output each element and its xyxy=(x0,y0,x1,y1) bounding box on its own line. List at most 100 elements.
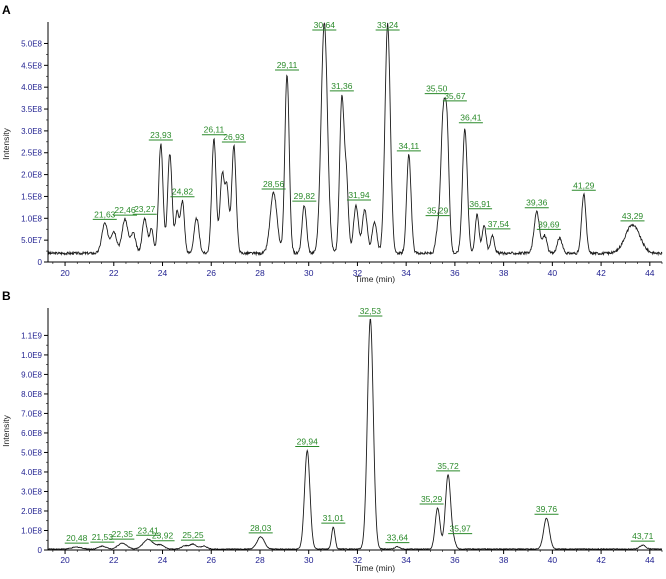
panel-b-peak-label: 39,76 xyxy=(536,504,558,514)
panel-b-ytick-label: 8.0E8 xyxy=(21,390,42,399)
panel-b-peak-label: 35,72 xyxy=(437,461,459,471)
panel-b-peak-label: 20,48 xyxy=(66,533,88,543)
panel-b-xtick-label: 38 xyxy=(499,555,509,565)
panel-b-ytick-label: 4.0E8 xyxy=(21,468,42,477)
panel-a-peak-label: 24,82 xyxy=(172,187,194,197)
panel-b-peak-label: 21,53 xyxy=(92,532,114,542)
panel-b-ytick-label: 3.0E8 xyxy=(21,487,42,496)
panel-a-peak-label: 23,93 xyxy=(150,130,172,140)
panel-b-ytick-label: 1.0E8 xyxy=(21,526,42,535)
panel-a: A 0 5.0E7 1.0E8 1.5E8 2.0E8 2.5E8 3.0E8 3.5E8 4.0… xyxy=(1,3,663,284)
panel-a-peak-label: 39,36 xyxy=(526,198,548,208)
panel-b-peak-label: 33,64 xyxy=(387,533,409,543)
panel-a-peak-label: 39,69 xyxy=(538,219,560,229)
panel-a-peak-label: 34,11 xyxy=(399,141,420,151)
panel-a-peak-label: 21,63 xyxy=(94,209,116,219)
panel-a-xtick-label: 38 xyxy=(499,268,509,278)
panel-b-ytick-label: 2.0E8 xyxy=(21,507,42,516)
panel-a-ytick-label: 2.0E8 xyxy=(21,171,42,180)
panel-a-ytick-label: 1.5E8 xyxy=(21,192,42,201)
panel-a-xtick-label: 34 xyxy=(401,268,411,278)
panel-b-xtick-label: 26 xyxy=(207,555,217,565)
panel-b: B 0 1.0E8 2.0E8 3.0E8 4.0E8 5.0E8 6.0E8 7.0E8 8.0… xyxy=(1,289,663,573)
panel-b-peak-label: 43,71 xyxy=(632,531,654,541)
panel-b-xtick-label: 24 xyxy=(158,555,168,565)
panel-a-peak-label: 26,93 xyxy=(223,132,245,142)
panel-a-xtick-label: 36 xyxy=(450,268,460,278)
panel-a-ytick-label: 3.5E8 xyxy=(21,105,42,114)
panel-b-peak-label: 32,53 xyxy=(360,306,382,316)
panel-b-ytick-label: 5.0E8 xyxy=(21,448,42,457)
panel-a-peak-label: 28,56 xyxy=(263,179,285,189)
panel-b-peak-label: 23,41 xyxy=(137,525,159,535)
panel-a-xtick-label: 26 xyxy=(207,268,217,278)
panel-b-xtick-label: 44 xyxy=(645,555,655,565)
panel-b-peak-label: 31,01 xyxy=(323,513,345,523)
panel-a-ytick-label: 0 xyxy=(38,258,43,267)
panel-b-peak-label: 22,35 xyxy=(112,529,134,539)
panel-a-peak-label: 31,94 xyxy=(348,190,370,200)
panel-a-peak-label: 33,24 xyxy=(377,20,399,30)
panel-a-ytick-label: 5.0E7 xyxy=(21,236,42,245)
panel-a-peak-label: 35,50 xyxy=(426,84,448,94)
panel-a-xtick-label: 40 xyxy=(548,268,558,278)
panel-a-peak-label: 35,67 xyxy=(444,91,466,101)
panel-b-ytick-label: 6.0E8 xyxy=(21,429,42,438)
panel-a-peak-label: 31,36 xyxy=(331,81,353,91)
panel-b-xtick-label: 32 xyxy=(353,555,363,565)
panel-b-y-axis-title: Intensity xyxy=(1,414,11,446)
panel-b-peak-label: 29,94 xyxy=(297,437,319,447)
panel-a-peak-label: 30,64 xyxy=(314,20,336,30)
panel-a-peak-label: 41,29 xyxy=(573,180,595,190)
panel-b-xtick-label: 40 xyxy=(548,555,558,565)
panel-b-ytick-label: 0 xyxy=(38,546,43,555)
panel-a-ytick-label: 3.0E8 xyxy=(21,127,42,136)
panel-b-xtick-label: 34 xyxy=(401,555,411,565)
panel-a-ytick-label: 2.5E8 xyxy=(21,149,42,158)
panel-a-ytick-label: 5.0E8 xyxy=(21,39,42,48)
panel-a-xtick-label: 22 xyxy=(109,268,119,278)
panel-b-peak-label: 25,25 xyxy=(182,530,204,540)
panel-b-trace xyxy=(47,318,663,551)
panel-b-xtick-label: 36 xyxy=(450,555,460,565)
panel-a-trace xyxy=(47,22,663,257)
panel-b-x-axis-title: Time (min) xyxy=(355,563,395,573)
panel-a-peak-label: 22,46 xyxy=(114,205,136,215)
panel-b-ytick-label: 7.0E8 xyxy=(21,409,42,418)
panel-a-x-axis-title: Time (min) xyxy=(355,274,395,284)
panel-a-xtick-label: 30 xyxy=(304,268,314,278)
panel-a-peak-label: 29,82 xyxy=(294,191,316,201)
panel-a-peak-label: 37,54 xyxy=(488,219,510,229)
panel-b-peak-label: 35,29 xyxy=(421,494,443,504)
panel-a-xtick-label: 44 xyxy=(645,268,655,278)
panel-a-peak-label: 43,29 xyxy=(622,211,644,221)
panel-a-ytick-label: 4.5E8 xyxy=(21,61,42,70)
panel-a-peak-label: 29,11 xyxy=(277,60,298,70)
panel-b-ytick-label: 9.0E8 xyxy=(21,370,42,379)
panel-b-xtick-label: 42 xyxy=(596,555,606,565)
panel-a-peak-label: 36,91 xyxy=(469,199,491,209)
panel-a-peak-label: 36,41 xyxy=(460,113,482,123)
panel-a-ytick-label: 1.0E8 xyxy=(21,214,42,223)
panel-a-peak-label: 23,27 xyxy=(134,204,156,214)
panel-b-xtick-label: 22 xyxy=(109,555,119,565)
panel-b-peak-label: 23,92 xyxy=(152,531,174,541)
panel-b-ytick-label: 1.0E9 xyxy=(21,351,42,360)
panel-b-ytick-label: 1.1E9 xyxy=(21,331,42,340)
panel-a-y-axis-title: Intensity xyxy=(1,127,11,159)
panel-b-peak-label: 28,03 xyxy=(250,523,272,533)
panel-b-letter: B xyxy=(2,289,11,303)
panel-b-xtick-label: 30 xyxy=(304,555,314,565)
panel-b-xtick-label: 20 xyxy=(60,555,70,565)
panel-a-ytick-label: 4.0E8 xyxy=(21,83,42,92)
panel-a-letter: A xyxy=(2,3,11,17)
panel-a-peak-label: 26,11 xyxy=(204,125,225,135)
panel-a-peak-label: 35,29 xyxy=(427,206,449,216)
panel-a-xtick-label: 32 xyxy=(353,268,363,278)
panel-a-xtick-label: 24 xyxy=(158,268,168,278)
panel-b-peak-label: 35,97 xyxy=(450,524,472,534)
panel-a-xtick-label: 20 xyxy=(60,268,70,278)
panel-a-xtick-label: 42 xyxy=(596,268,606,278)
panel-a-xtick-label: 28 xyxy=(255,268,265,278)
